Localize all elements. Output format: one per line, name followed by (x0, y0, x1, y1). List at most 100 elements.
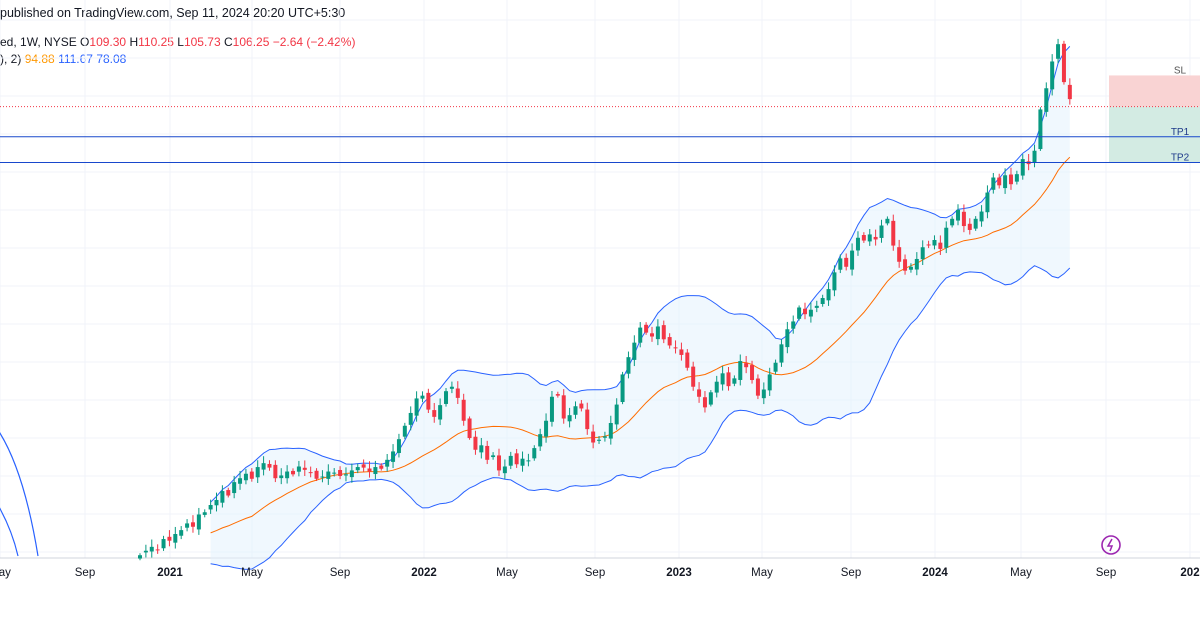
candle[interactable] (473, 430, 478, 455)
candle[interactable] (1067, 78, 1072, 105)
candle[interactable] (779, 339, 784, 367)
candle[interactable] (514, 448, 519, 468)
candle[interactable] (426, 388, 431, 414)
candle[interactable] (620, 371, 625, 405)
candle[interactable] (697, 382, 702, 403)
candle[interactable] (185, 519, 190, 532)
candle[interactable] (932, 235, 937, 250)
candle[interactable] (479, 437, 484, 459)
candle[interactable] (461, 393, 466, 426)
candle[interactable] (308, 466, 313, 478)
candle[interactable] (785, 321, 790, 354)
tp-sl-levels[interactable]: SL TP1 TP2 (0, 65, 1200, 163)
candle[interactable] (1008, 167, 1013, 190)
candle[interactable] (944, 221, 949, 254)
candle[interactable] (797, 305, 802, 321)
candle[interactable] (844, 253, 849, 271)
candle[interactable] (508, 451, 513, 470)
candle[interactable] (267, 460, 272, 471)
candle[interactable] (920, 240, 925, 266)
candle[interactable] (850, 243, 855, 276)
candle[interactable] (202, 509, 207, 518)
candle[interactable] (343, 467, 348, 482)
candle[interactable] (567, 407, 572, 428)
candle[interactable] (208, 499, 213, 514)
candle[interactable] (361, 459, 366, 472)
candle[interactable] (1014, 170, 1019, 185)
candle[interactable] (967, 218, 972, 235)
candle[interactable] (332, 468, 337, 477)
candle[interactable] (526, 453, 531, 467)
candle[interactable] (438, 398, 443, 426)
candle[interactable] (391, 444, 396, 469)
candle[interactable] (196, 507, 201, 535)
candle[interactable] (614, 398, 619, 430)
candle[interactable] (220, 485, 225, 508)
candle[interactable] (767, 367, 772, 396)
candle[interactable] (326, 464, 331, 485)
candle[interactable] (338, 466, 343, 480)
candle[interactable] (1050, 54, 1055, 96)
candle[interactable] (273, 460, 278, 483)
candle[interactable] (214, 492, 219, 512)
candle[interactable] (561, 389, 566, 424)
candle[interactable] (226, 487, 231, 498)
candle[interactable] (320, 470, 325, 483)
candle[interactable] (396, 433, 401, 458)
candle[interactable] (138, 553, 142, 561)
candle[interactable] (167, 530, 172, 547)
candle[interactable] (243, 468, 248, 485)
candle[interactable] (355, 463, 360, 474)
candle[interactable] (755, 374, 760, 400)
candle[interactable] (808, 302, 813, 323)
candle[interactable] (1032, 144, 1037, 168)
candle[interactable] (867, 229, 872, 246)
candle[interactable] (190, 515, 195, 533)
candle[interactable] (379, 463, 384, 471)
candle[interactable] (608, 415, 613, 445)
candle[interactable] (956, 204, 961, 226)
candle[interactable] (791, 315, 796, 334)
candle[interactable] (279, 468, 284, 485)
candle[interactable] (232, 475, 237, 499)
candle[interactable] (602, 431, 607, 442)
candle[interactable] (420, 391, 425, 403)
candle[interactable] (991, 172, 996, 194)
candle[interactable] (667, 333, 672, 349)
candle[interactable] (173, 526, 178, 549)
candle[interactable] (532, 445, 537, 461)
candle[interactable] (143, 544, 148, 558)
candle[interactable] (444, 388, 449, 407)
candle[interactable] (985, 185, 990, 219)
candle[interactable] (302, 460, 307, 476)
candle[interactable] (261, 456, 266, 476)
candle[interactable] (1044, 82, 1049, 117)
candle[interactable] (838, 254, 843, 274)
candle[interactable] (597, 435, 602, 444)
candle[interactable] (573, 401, 578, 419)
candle[interactable] (926, 240, 931, 249)
candle[interactable] (555, 391, 560, 398)
candle[interactable] (691, 361, 696, 391)
candle[interactable] (820, 294, 825, 307)
candle[interactable] (738, 354, 743, 386)
candle[interactable] (702, 391, 707, 413)
candle[interactable] (485, 440, 490, 465)
candle[interactable] (938, 235, 943, 255)
candle[interactable] (402, 422, 407, 440)
candle[interactable] (349, 463, 354, 483)
candle[interactable] (744, 355, 749, 374)
candle[interactable] (1061, 40, 1066, 85)
candle[interactable] (726, 367, 731, 391)
candle[interactable] (467, 416, 472, 440)
candle[interactable] (255, 460, 260, 484)
candle[interactable] (149, 539, 154, 558)
candle[interactable] (638, 322, 643, 348)
candle[interactable] (855, 231, 860, 256)
candle[interactable] (385, 453, 390, 472)
candle[interactable] (708, 390, 713, 407)
candle[interactable] (632, 335, 637, 367)
candle[interactable] (644, 322, 649, 335)
candle[interactable] (491, 452, 496, 460)
